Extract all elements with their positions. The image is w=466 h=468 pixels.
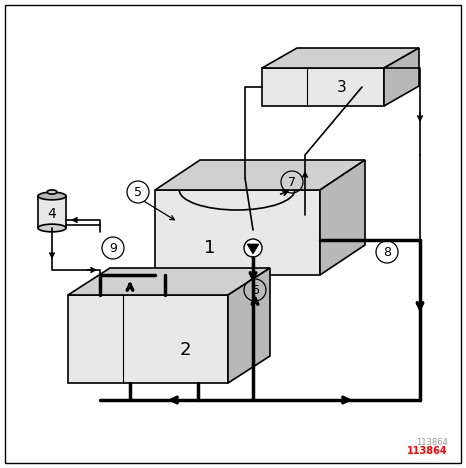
Text: 113864: 113864 bbox=[407, 446, 448, 456]
Text: 5: 5 bbox=[134, 185, 142, 198]
Text: 7: 7 bbox=[288, 176, 296, 189]
Text: 2: 2 bbox=[179, 341, 191, 359]
Text: 1: 1 bbox=[204, 239, 216, 257]
Polygon shape bbox=[155, 160, 365, 190]
Polygon shape bbox=[262, 48, 419, 68]
Text: 3: 3 bbox=[337, 80, 347, 95]
Polygon shape bbox=[38, 196, 66, 228]
Polygon shape bbox=[155, 190, 320, 275]
Text: 4: 4 bbox=[48, 207, 56, 221]
Text: 113864: 113864 bbox=[416, 438, 448, 447]
Ellipse shape bbox=[38, 192, 66, 200]
Text: 8: 8 bbox=[383, 246, 391, 258]
Polygon shape bbox=[228, 268, 270, 383]
Ellipse shape bbox=[38, 224, 66, 232]
Polygon shape bbox=[247, 244, 259, 254]
Polygon shape bbox=[320, 160, 365, 275]
Ellipse shape bbox=[47, 190, 57, 194]
Text: 6: 6 bbox=[251, 284, 259, 297]
Polygon shape bbox=[68, 295, 228, 383]
Polygon shape bbox=[262, 68, 384, 106]
Text: 9: 9 bbox=[109, 241, 117, 255]
Polygon shape bbox=[384, 48, 419, 106]
Circle shape bbox=[244, 239, 262, 257]
Polygon shape bbox=[68, 268, 270, 295]
